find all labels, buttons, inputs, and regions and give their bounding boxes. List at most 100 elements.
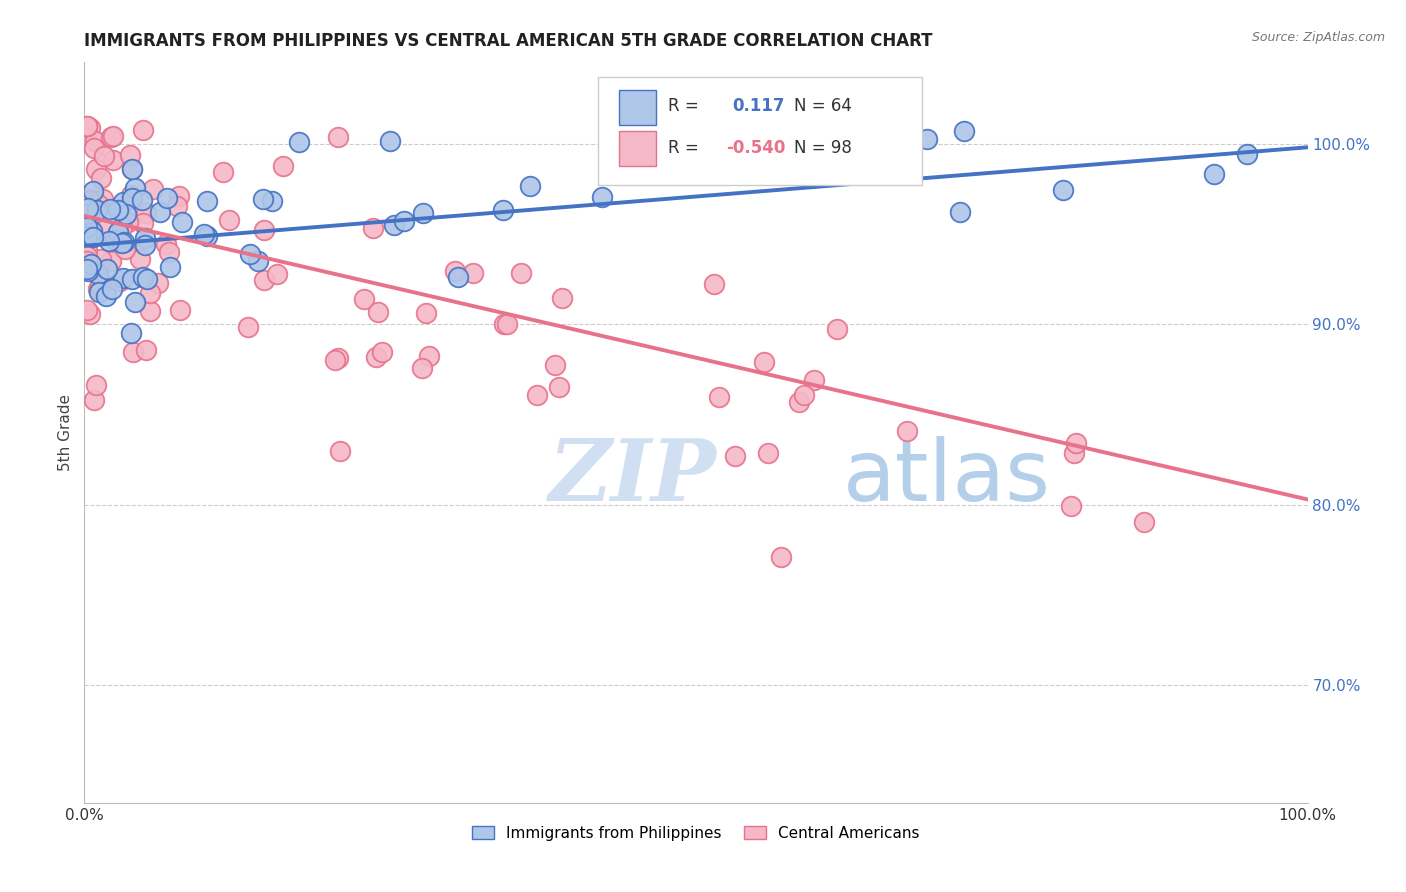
Point <box>1064 435 1087 450</box>
Point <box>361 220 384 235</box>
FancyBboxPatch shape <box>619 90 655 126</box>
Point <box>82 229 104 244</box>
Point <box>79 194 101 208</box>
Point <box>949 205 972 219</box>
Point <box>463 266 485 280</box>
Point <box>76 228 98 243</box>
Point <box>121 191 143 205</box>
Point <box>76 220 98 235</box>
Text: atlas: atlas <box>842 435 1050 518</box>
Point <box>103 153 125 167</box>
Point <box>76 262 98 277</box>
Point <box>496 318 519 332</box>
Point <box>155 237 177 252</box>
Point <box>149 205 172 219</box>
Point <box>447 270 470 285</box>
Legend: Immigrants from Philippines, Central Americans: Immigrants from Philippines, Central Ame… <box>467 820 925 847</box>
Point <box>89 278 111 293</box>
Point <box>82 184 104 198</box>
Point <box>90 252 112 267</box>
Point <box>195 194 218 209</box>
Point <box>87 267 110 281</box>
Point <box>107 235 129 249</box>
Point <box>370 345 392 359</box>
Point <box>98 202 121 216</box>
Point <box>135 343 157 357</box>
Point <box>789 395 811 409</box>
Point <box>551 291 574 305</box>
Point <box>112 271 135 285</box>
Point <box>139 285 162 300</box>
Point <box>803 373 825 387</box>
Text: 0.117: 0.117 <box>733 97 785 115</box>
Point <box>111 235 134 250</box>
Point <box>100 254 122 268</box>
Point <box>84 377 107 392</box>
Point <box>83 392 105 407</box>
Point <box>83 141 105 155</box>
Point <box>353 292 375 306</box>
Point <box>111 219 134 234</box>
Point <box>169 303 191 318</box>
Point <box>252 223 274 237</box>
Point <box>326 351 349 365</box>
Point <box>492 203 515 218</box>
Point <box>492 317 515 331</box>
Point <box>114 207 136 221</box>
Text: -0.540: -0.540 <box>727 138 786 157</box>
Point <box>79 192 101 206</box>
Point <box>166 198 188 212</box>
Point <box>367 304 389 318</box>
FancyBboxPatch shape <box>598 78 922 185</box>
Point <box>1236 146 1258 161</box>
Point <box>444 264 467 278</box>
Point <box>76 219 98 234</box>
Point <box>792 388 814 402</box>
Point <box>79 210 101 224</box>
Point <box>752 355 775 369</box>
Point <box>100 130 122 145</box>
Point <box>76 207 98 221</box>
Point <box>323 353 346 368</box>
Point <box>112 194 135 209</box>
Point <box>120 326 142 340</box>
Point <box>378 134 401 148</box>
Point <box>76 244 98 258</box>
Point <box>134 231 156 245</box>
Point <box>77 264 100 278</box>
Point <box>124 181 146 195</box>
Point <box>510 266 533 280</box>
Point <box>418 349 440 363</box>
Point <box>117 214 139 228</box>
Point <box>132 269 155 284</box>
Text: R =: R = <box>668 97 699 115</box>
Point <box>132 122 155 136</box>
Point <box>591 190 613 204</box>
Point <box>1059 499 1081 513</box>
Point <box>896 424 918 438</box>
Point <box>76 253 98 268</box>
Point <box>76 249 98 263</box>
Text: ZIP: ZIP <box>550 435 717 519</box>
Point <box>76 119 98 133</box>
Point <box>94 289 117 303</box>
Point <box>121 161 143 176</box>
Point <box>79 121 101 136</box>
Point <box>846 113 869 128</box>
Point <box>724 449 747 463</box>
Point <box>1202 167 1225 181</box>
Point <box>825 322 848 336</box>
Text: N = 98: N = 98 <box>794 138 852 157</box>
Point <box>76 119 98 133</box>
Point <box>218 213 240 227</box>
Point <box>157 244 180 259</box>
Point <box>91 192 114 206</box>
Point <box>110 274 132 288</box>
Point <box>382 218 405 232</box>
Text: R =: R = <box>668 138 699 157</box>
Y-axis label: 5th Grade: 5th Grade <box>58 394 73 471</box>
Point <box>262 194 284 208</box>
Point <box>136 272 159 286</box>
Point <box>121 272 143 286</box>
Point <box>193 227 215 242</box>
